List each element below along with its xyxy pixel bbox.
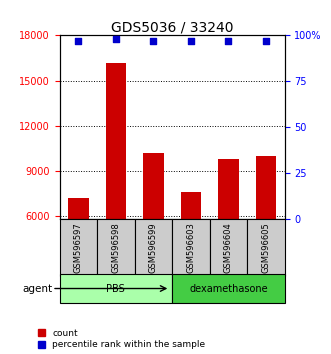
FancyBboxPatch shape (135, 219, 172, 276)
Bar (106, 63, 126, 307)
Text: GSM596599: GSM596599 (149, 222, 158, 273)
Point (76, 38, 81, 44)
FancyBboxPatch shape (247, 219, 285, 276)
Point (151, 38, 156, 44)
FancyBboxPatch shape (172, 274, 285, 303)
Point (263, 38, 268, 44)
FancyBboxPatch shape (60, 274, 172, 303)
FancyBboxPatch shape (172, 219, 210, 276)
Bar (256, 156, 276, 307)
Bar (143, 153, 164, 307)
Title: GDS5036 / 33240: GDS5036 / 33240 (111, 20, 233, 34)
Text: GSM596605: GSM596605 (261, 222, 270, 273)
Text: PBS: PBS (107, 284, 125, 293)
Bar (68, 198, 89, 307)
FancyBboxPatch shape (210, 219, 247, 276)
Point (113, 36, 118, 42)
Text: GSM596598: GSM596598 (111, 222, 120, 273)
Bar (181, 192, 201, 307)
Point (226, 38, 231, 44)
Text: dexamethasone: dexamethasone (189, 284, 268, 293)
Text: GSM596597: GSM596597 (74, 222, 83, 273)
Legend: count, percentile rank within the sample: count, percentile rank within the sample (38, 329, 205, 349)
Point (188, 38, 194, 44)
Text: agent: agent (22, 284, 52, 293)
FancyBboxPatch shape (60, 219, 97, 276)
FancyBboxPatch shape (97, 219, 135, 276)
Text: GSM596604: GSM596604 (224, 222, 233, 273)
Text: GSM596603: GSM596603 (186, 222, 195, 273)
Bar (218, 159, 239, 307)
